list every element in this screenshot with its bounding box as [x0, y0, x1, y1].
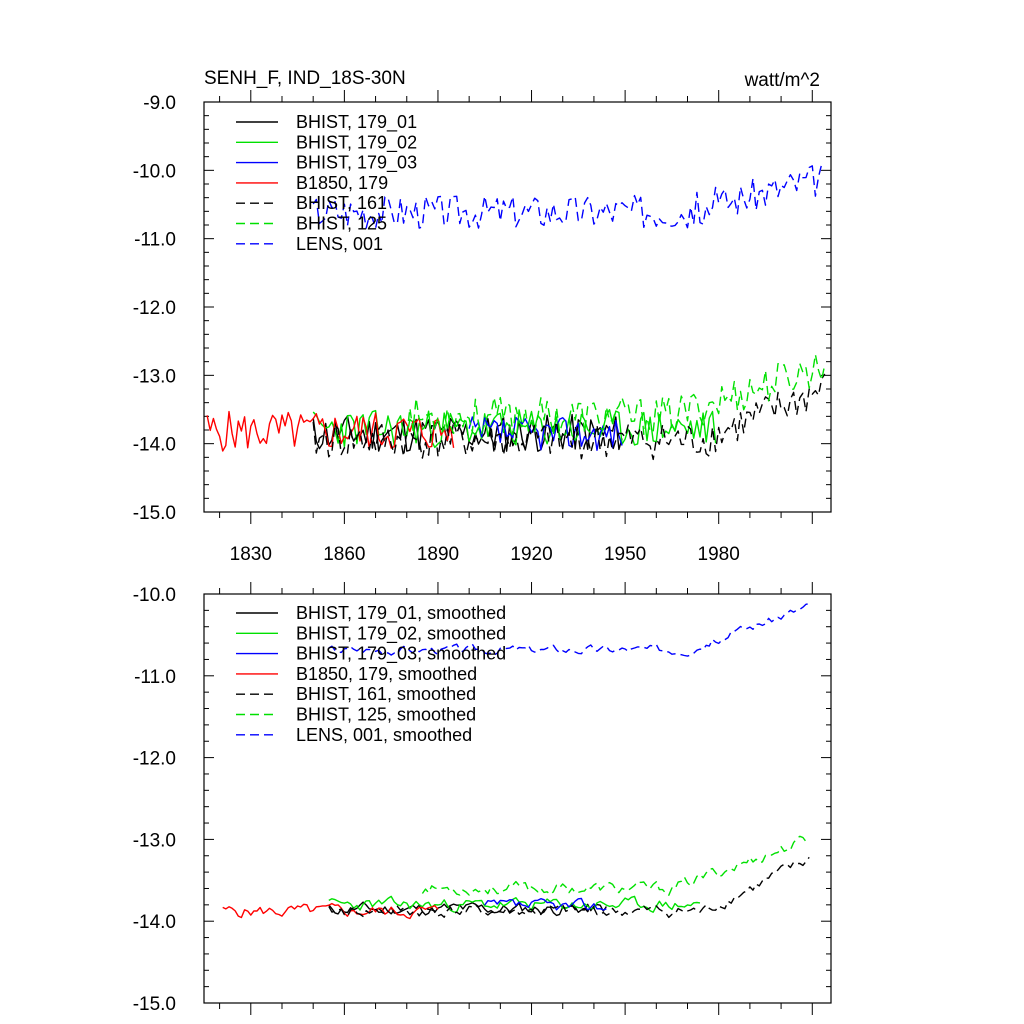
legend-label: BHIST, 179_02 — [296, 132, 417, 153]
y-tick-label: -14.0 — [133, 435, 176, 456]
y-tick-label: -15.0 — [133, 503, 176, 524]
series-line — [484, 897, 607, 911]
series-line — [206, 410, 455, 452]
series-lines — [222, 602, 810, 920]
series-line — [328, 895, 701, 913]
x-tick-label: 1860 — [323, 544, 365, 565]
chart-title: SENH_F, IND_18S-30N — [204, 68, 406, 89]
legend-label: LENS, 001, smoothed — [296, 725, 472, 745]
legend-label: LENS, 001 — [296, 234, 383, 254]
series-line — [468, 416, 623, 451]
series-lines — [206, 162, 826, 461]
y-tick-label: -14.0 — [133, 912, 176, 933]
units-label: watt/m^2 — [744, 70, 820, 91]
series-line — [312, 409, 717, 449]
series-line — [406, 353, 826, 436]
x-tick-label: 1980 — [698, 544, 740, 565]
x-tick-label: 1890 — [417, 544, 459, 565]
y-tick-label: -10.0 — [133, 161, 176, 182]
series-line — [312, 373, 826, 461]
legend-label: BHIST, 179_03, smoothed — [296, 644, 506, 665]
series-line — [312, 162, 826, 229]
series-line — [222, 902, 439, 920]
x-tick-label: 1830 — [230, 544, 272, 565]
legend-label: BHIST, 179_01, smoothed — [296, 603, 506, 624]
legend-label: BHIST, 125, smoothed — [296, 705, 476, 725]
y-tick-label: -11.0 — [134, 667, 176, 688]
bottom-panel: -10.0 -11.0 -12.0 -13.0 -14.0 -15.0 BHIST, 179… — [133, 582, 832, 1015]
y-tick-label: -10.0 — [133, 585, 176, 606]
legend-label: BHIST, 161 — [296, 193, 387, 213]
legend-label: B1850, 179 — [296, 173, 388, 193]
legend-label: B1850, 179, smoothed — [296, 664, 477, 684]
legend-label: BHIST, 161, smoothed — [296, 684, 476, 704]
y-tick-label: -12.0 — [133, 298, 176, 319]
x-tick-label: 1920 — [510, 544, 552, 565]
legend-label: BHIST, 125 — [296, 214, 387, 234]
series-line — [328, 901, 607, 917]
series-line — [328, 602, 810, 657]
top-panel: -9.0 -10.0 -11.0 -12.0 -13.0 -14.0 -15.0 1830 18… — [133, 90, 832, 565]
x-tick-label: 1950 — [604, 544, 646, 565]
y-tick-label: -13.0 — [133, 366, 176, 387]
legend-label: BHIST, 179_03 — [296, 153, 417, 174]
series-line — [328, 856, 810, 919]
legend-label: BHIST, 179_01 — [296, 112, 417, 133]
y-tick-label: -15.0 — [133, 994, 176, 1015]
y-tick-label: -13.0 — [133, 830, 176, 851]
legend-label: BHIST, 179_02, smoothed — [296, 623, 506, 644]
y-tick-label: -12.0 — [133, 749, 176, 770]
series-line — [421, 835, 810, 896]
y-tick-label: -11.0 — [134, 230, 176, 251]
plot-frame — [203, 593, 832, 1004]
y-tick-label: -9.0 — [143, 93, 176, 114]
